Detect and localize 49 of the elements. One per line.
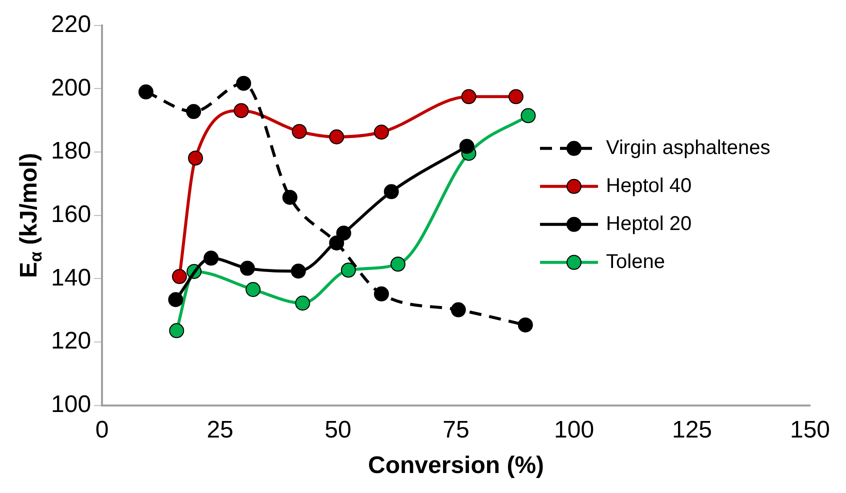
point (461, 89, 476, 104)
point (234, 103, 249, 118)
point (390, 256, 406, 272)
x-axis-title: Conversion (%) (368, 452, 544, 480)
point (138, 84, 154, 100)
point (282, 190, 298, 205)
point (329, 129, 344, 144)
x-tick-label: 125 (672, 416, 712, 444)
point (450, 302, 466, 318)
point (329, 235, 344, 250)
point (336, 226, 352, 241)
point (240, 260, 255, 276)
legend-label: Virgin asphaltenes (606, 136, 770, 159)
point (508, 89, 524, 104)
point (236, 76, 252, 91)
legend-label: Tolene (606, 250, 665, 273)
x-tick-label: 50 (324, 416, 352, 444)
point (295, 296, 310, 311)
point (188, 150, 203, 166)
point (374, 286, 389, 302)
point (292, 124, 307, 139)
legend-label: Heptol 40 (606, 174, 692, 197)
x-tick-label: 0 (95, 416, 109, 444)
point (518, 317, 533, 332)
point (374, 124, 389, 140)
point (172, 269, 187, 284)
y-tick-label: 220 (50, 11, 92, 38)
point (459, 138, 474, 154)
y-tick-label: 180 (50, 138, 92, 165)
y-axis-title: Eα (kJ/mol) (16, 152, 46, 278)
y-tick-label: 200 (50, 74, 92, 102)
x-tick-label: 150 (790, 416, 830, 444)
y-tick-label: 100 (50, 391, 92, 418)
point (340, 262, 356, 278)
point (384, 184, 399, 200)
point (246, 282, 261, 297)
point (186, 104, 202, 120)
y-tick-label: 140 (50, 264, 92, 292)
point (290, 264, 306, 279)
x-tick-label: 100 (554, 416, 594, 444)
point (520, 108, 536, 124)
y-tick-label: 160 (50, 201, 92, 228)
x-tick-label: 25 (206, 416, 234, 444)
y-tick-label: 120 (50, 328, 92, 355)
point (169, 323, 184, 338)
point (204, 250, 219, 266)
x-tick-label: 75 (442, 416, 470, 444)
legend-label: Heptol 20 (606, 212, 692, 235)
point (168, 292, 184, 308)
